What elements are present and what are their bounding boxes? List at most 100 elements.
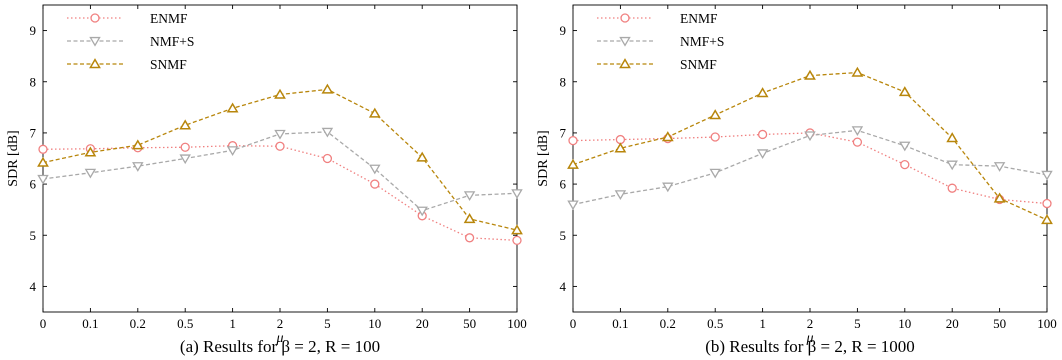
x-tick-label: 10: [898, 316, 911, 331]
y-tick-label: 6: [560, 177, 567, 192]
x-axis-label: μ: [805, 331, 813, 346]
x-tick-label: 1: [759, 316, 766, 331]
y-tick-label: 5: [30, 228, 37, 243]
data-point: [463, 213, 476, 224]
y-tick-label: 7: [30, 125, 37, 140]
series-ENMF: [38, 141, 522, 246]
x-tick-label: 5: [324, 316, 331, 331]
legend-marker: [89, 58, 101, 69]
x-tick-label: 0.1: [612, 316, 628, 331]
legend-label: NMF+S: [680, 34, 724, 49]
data-point: [322, 153, 333, 164]
data-point: [180, 142, 190, 152]
series-SNMF: [567, 66, 1053, 225]
data-point: [851, 66, 864, 77]
data-point: [321, 127, 334, 138]
data-point: [321, 83, 334, 94]
x-tick-label: 0.1: [82, 316, 98, 331]
data-point: [416, 151, 429, 162]
x-tick-label: 20: [416, 316, 429, 331]
data-point: [84, 168, 97, 179]
data-point: [511, 224, 523, 235]
x-tick-label: 0: [570, 316, 577, 331]
x-tick-label: 1: [229, 316, 236, 331]
data-point: [804, 131, 816, 142]
data-point: [756, 149, 769, 160]
x-tick-label: 2: [807, 316, 814, 331]
chart-caption: (b) Results for β = 2, R = 1000: [705, 337, 915, 356]
data-point: [463, 191, 476, 201]
data-point: [993, 192, 1006, 203]
y-tick-label: 7: [560, 125, 567, 140]
data-point: [370, 179, 380, 189]
data-point: [84, 146, 97, 157]
data-point: [567, 158, 579, 169]
legend: ENMF NMF+S SNMF: [67, 11, 194, 72]
data-point: [662, 182, 674, 193]
x-tick-label: 10: [368, 316, 381, 331]
chart-caption: (a) Results for β = 2, R = 100: [180, 337, 380, 356]
x-tick-label: 0.2: [130, 316, 146, 331]
x-tick-label: 50: [463, 316, 476, 331]
data-point: [946, 160, 958, 171]
data-point: [1041, 214, 1053, 225]
legend-marker: [90, 13, 100, 23]
legend-label: SNMF: [680, 57, 717, 72]
legend-marker: [619, 36, 631, 47]
y-tick-label: 8: [560, 74, 567, 89]
data-point: [131, 139, 144, 150]
chart-panel-1: 4 5 6 7 8 9 0 0.1 0.2 0.5 1 2 5 10 20 50 100 μ SDR [dB] ENM…: [6, 4, 527, 356]
plot-frame: [572, 4, 1048, 313]
x-tick-label: 100: [1037, 316, 1057, 331]
x-tick-label: 0.5: [177, 316, 193, 331]
data-point: [369, 164, 381, 175]
data-point: [274, 129, 286, 140]
data-point: [614, 190, 627, 200]
x-axis-label: μ: [275, 331, 283, 346]
data-point: [568, 135, 578, 146]
y-axis-label: SDR [dB]: [536, 130, 551, 186]
plot-frame: [42, 4, 518, 313]
x-tick-label: 50: [993, 316, 1006, 331]
data-point: [179, 119, 192, 130]
y-tick-label: 5: [560, 228, 567, 243]
legend-label: SNMF: [150, 57, 187, 72]
x-tick-label: 5: [854, 316, 861, 331]
data-point: [512, 235, 522, 246]
data-point: [226, 102, 239, 113]
y-tick-label: 6: [30, 177, 37, 192]
data-point: [947, 183, 957, 193]
data-point: [900, 159, 910, 170]
data-point: [614, 142, 627, 153]
data-point: [946, 132, 959, 143]
data-point: [851, 126, 864, 137]
data-point: [898, 86, 911, 97]
data-point: [993, 162, 1006, 172]
series-line: [42, 145, 518, 242]
x-tick-label: 20: [946, 316, 959, 331]
data-point: [38, 144, 48, 154]
legend-label: NMF+S: [150, 34, 194, 49]
y-tick-label: 8: [30, 74, 37, 89]
y-tick-label: 4: [30, 279, 37, 294]
data-point: [132, 162, 144, 172]
x-tick-label: 100: [507, 316, 527, 331]
legend-label: ENMF: [680, 11, 718, 26]
data-point: [757, 129, 768, 140]
legend-label: ENMF: [150, 11, 188, 26]
data-point: [275, 141, 285, 151]
legend-marker: [619, 58, 631, 69]
data-point: [804, 69, 816, 80]
series-NMF+S: [37, 127, 523, 217]
data-point: [274, 88, 286, 99]
y-tick-label: 9: [560, 23, 567, 38]
series-line: [572, 71, 1048, 221]
series-SNMF: [37, 83, 523, 235]
series-NMF+S: [567, 126, 1053, 211]
x-tick-label: 2: [277, 316, 284, 331]
data-point: [179, 154, 191, 165]
data-point: [226, 146, 239, 156]
data-point: [852, 137, 863, 147]
data-point: [615, 134, 626, 145]
